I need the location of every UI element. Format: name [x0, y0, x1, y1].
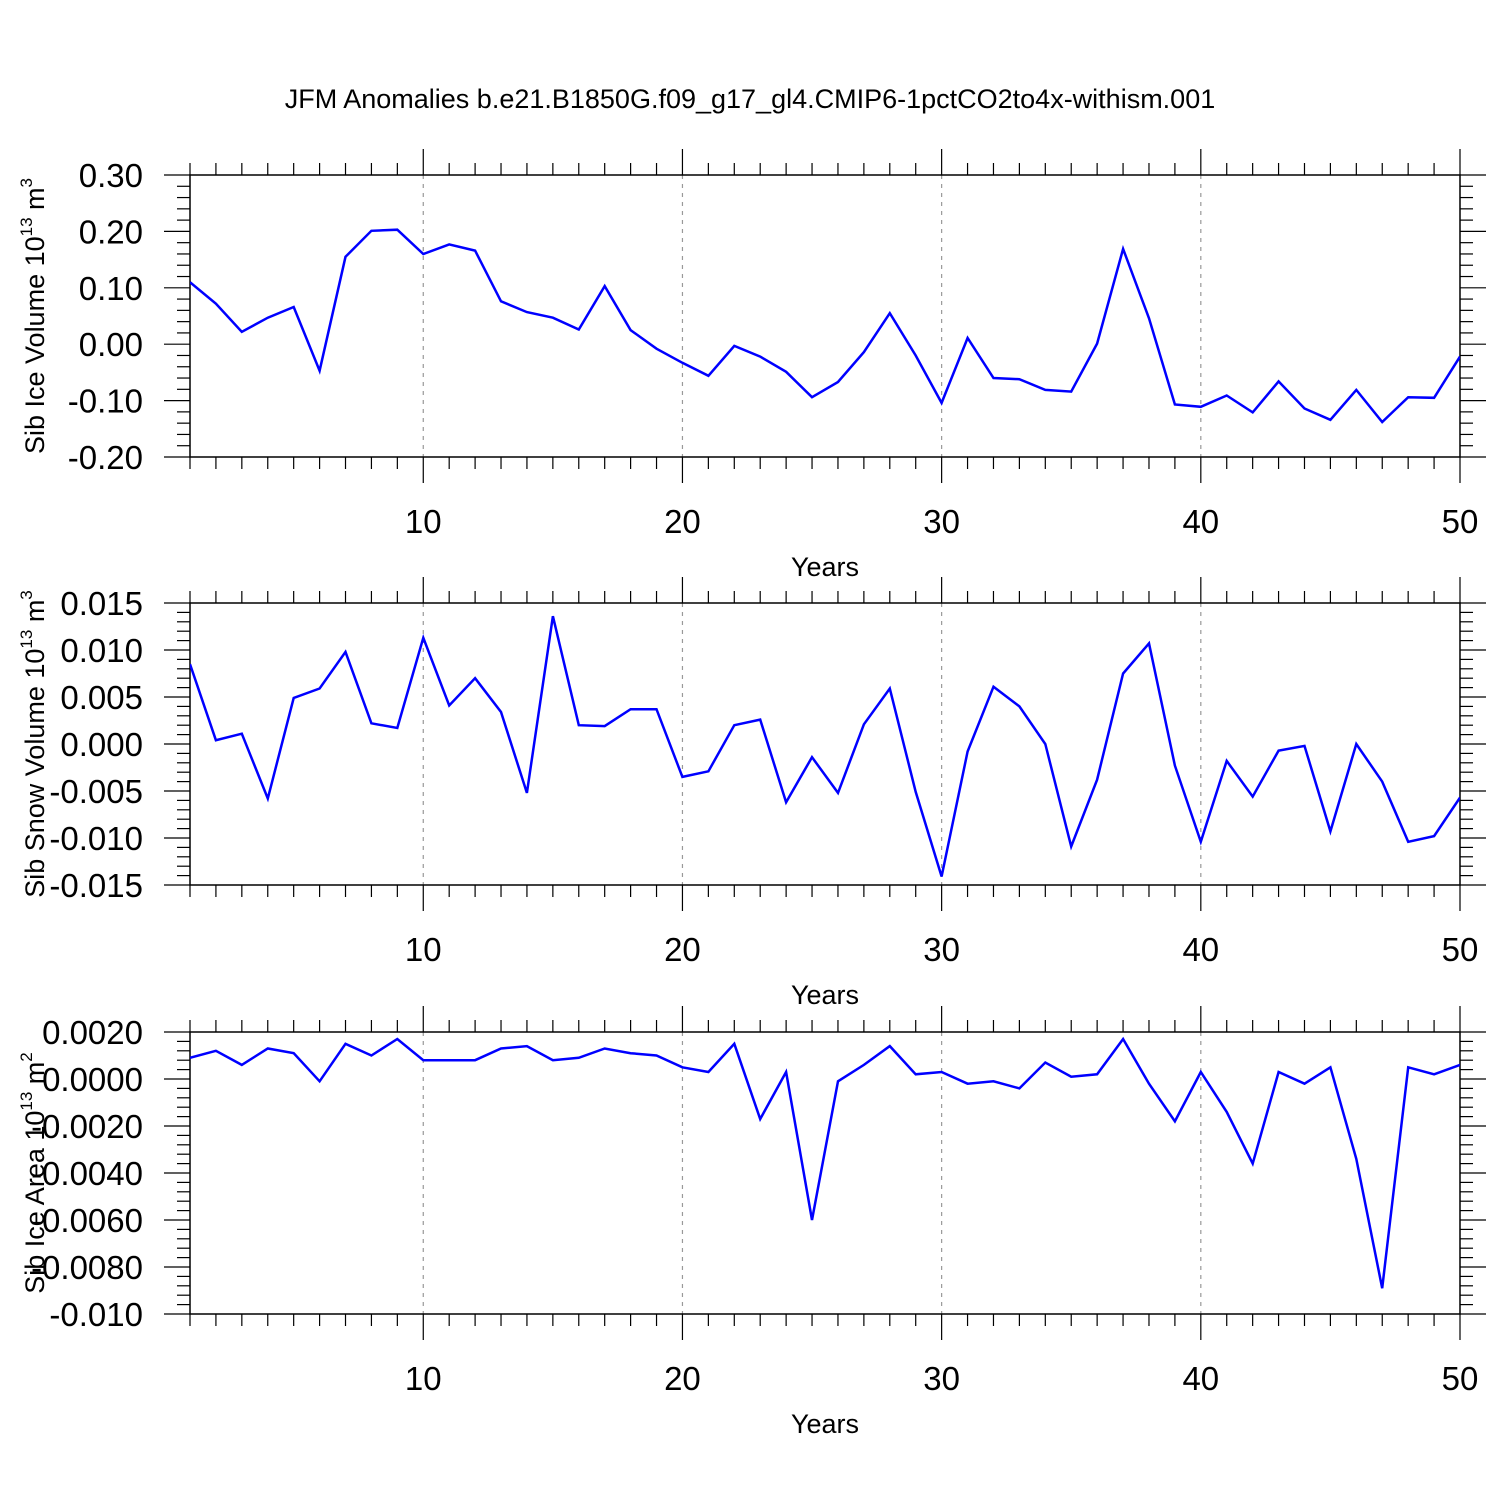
x-tick-label: 40 [1182, 931, 1219, 968]
y-tick-label: -0.015 [49, 867, 143, 904]
x-tick-label: 50 [1442, 1360, 1479, 1397]
y-axis-title: Sib Ice Volume 1013 m3 [17, 178, 50, 454]
plot-frame [189, 174, 1461, 458]
y-tick-label: -0.005 [49, 773, 143, 810]
x-tick-label: 10 [405, 503, 442, 540]
y-tick-label: 0.000 [60, 726, 143, 763]
y-tick-label: 0.30 [79, 157, 143, 194]
x-tick-label: 40 [1182, 1360, 1219, 1397]
y-tick-label: -0.0020 [31, 1108, 143, 1145]
x-tick-label: 20 [664, 503, 701, 540]
y-tick-label: -0.0060 [31, 1202, 143, 1239]
y-axis-title-text: m [20, 600, 50, 630]
y-axis-title-text: Sib Ice Area 10 [20, 1111, 50, 1294]
panel-snow-volume: 10 20 30 40 50 -0.015 -0.010 -0.005 0.000 0.005 0.… [17, 577, 1486, 1010]
y-tick-label: 0.00 [79, 326, 143, 363]
x-tick-label: 50 [1442, 931, 1479, 968]
y-tick-label: 0.20 [79, 213, 143, 250]
y-axis-title-superscript: 3 [17, 590, 36, 599]
y-tick-label: 0.005 [60, 679, 143, 716]
y-axis-title-superscript: 3 [17, 178, 36, 187]
x-tick-label: 20 [664, 1360, 701, 1397]
chart-title: JFM Anomalies b.e21.B1850G.f09_g17_gl4.C… [284, 84, 1216, 114]
y-axis-title-superscript: 13 [17, 630, 36, 649]
x-tick-label: 30 [923, 931, 960, 968]
y-axis-title-text: Sib Snow Volume 10 [20, 649, 50, 898]
y-tick-label: -0.0080 [31, 1249, 143, 1286]
x-tick-label: 20 [664, 931, 701, 968]
panel-ice-area: 10 20 30 40 50 -0.010 -0.0080 -0.0060 -0.0040 -0.… [17, 1006, 1486, 1439]
y-axis-title-text: m [20, 187, 50, 217]
y-tick-label: 0.010 [60, 632, 143, 669]
y-tick-label: -0.20 [68, 439, 143, 476]
y-axis-title-superscript: 13 [17, 1092, 36, 1111]
x-tick-label: 30 [923, 1360, 960, 1397]
panel-ice-volume: 10 20 30 40 50 -0.20 -0.10 0.00 0.10 0.20 0.30 Year… [17, 149, 1486, 582]
y-tick-label: -0.010 [49, 820, 143, 857]
y-axis-title: Sib Snow Volume 1013 m3 [17, 590, 50, 898]
x-axis-title: Years [791, 1409, 859, 1439]
y-tick-label: -0.10 [68, 383, 143, 420]
x-tick-label: 30 [923, 503, 960, 540]
y-tick-label: 0.0000 [42, 1061, 143, 1098]
plot-frame [189, 602, 1461, 886]
x-axis-title: Years [791, 552, 859, 582]
y-axis-title-text: Sib Ice Volume 10 [20, 236, 50, 454]
y-axis-title-text: m [20, 1062, 50, 1092]
plot-frame [189, 1031, 1461, 1315]
x-tick-label: 40 [1182, 503, 1219, 540]
y-tick-label: 0.10 [79, 270, 143, 307]
y-axis-title-superscript: 13 [17, 217, 36, 236]
series-line-ice-area [190, 1036, 1460, 1289]
y-axis-title-superscript: 2 [17, 1052, 36, 1061]
y-tick-label: -0.010 [49, 1296, 143, 1333]
y-axis-title: Sib Ice Area 1013 m2 [17, 1052, 50, 1294]
series-line-snow-volume [190, 615, 1460, 877]
x-tick-label: 10 [405, 931, 442, 968]
y-tick-label: -0.0040 [31, 1155, 143, 1192]
x-axis-title: Years [791, 980, 859, 1010]
x-tick-label: 10 [405, 1360, 442, 1397]
y-tick-label: 0.015 [60, 585, 143, 622]
y-tick-label: 0.0020 [42, 1014, 143, 1051]
series-line-ice-volume [190, 228, 1460, 424]
x-tick-label: 50 [1442, 503, 1479, 540]
